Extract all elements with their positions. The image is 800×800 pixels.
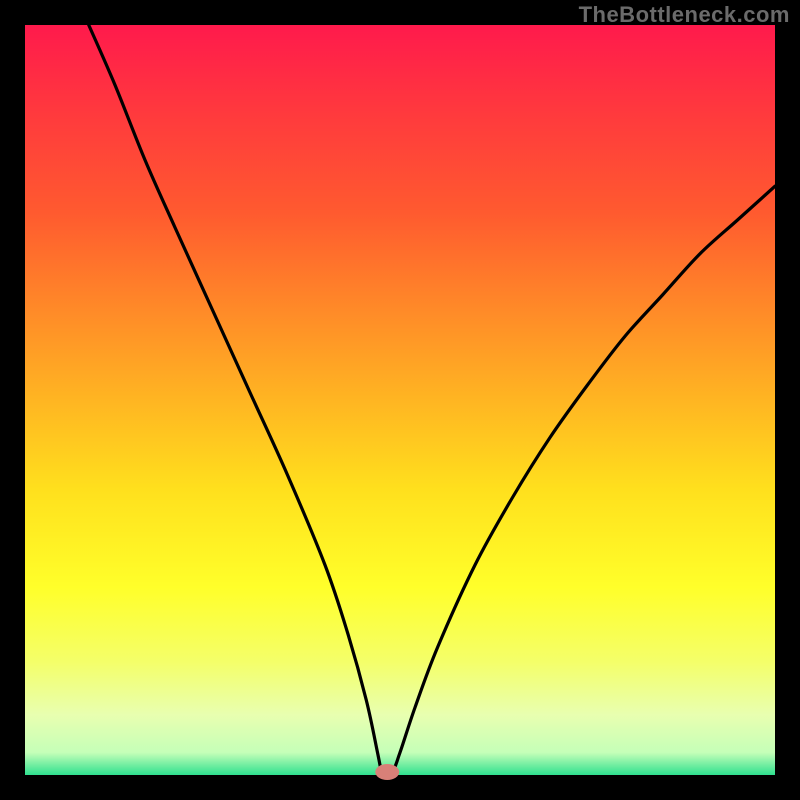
watermark-text: TheBottleneck.com — [579, 2, 790, 28]
chart-container: TheBottleneck.com — [0, 0, 800, 800]
bottleneck-chart — [0, 0, 800, 800]
cusp-marker — [375, 764, 399, 780]
